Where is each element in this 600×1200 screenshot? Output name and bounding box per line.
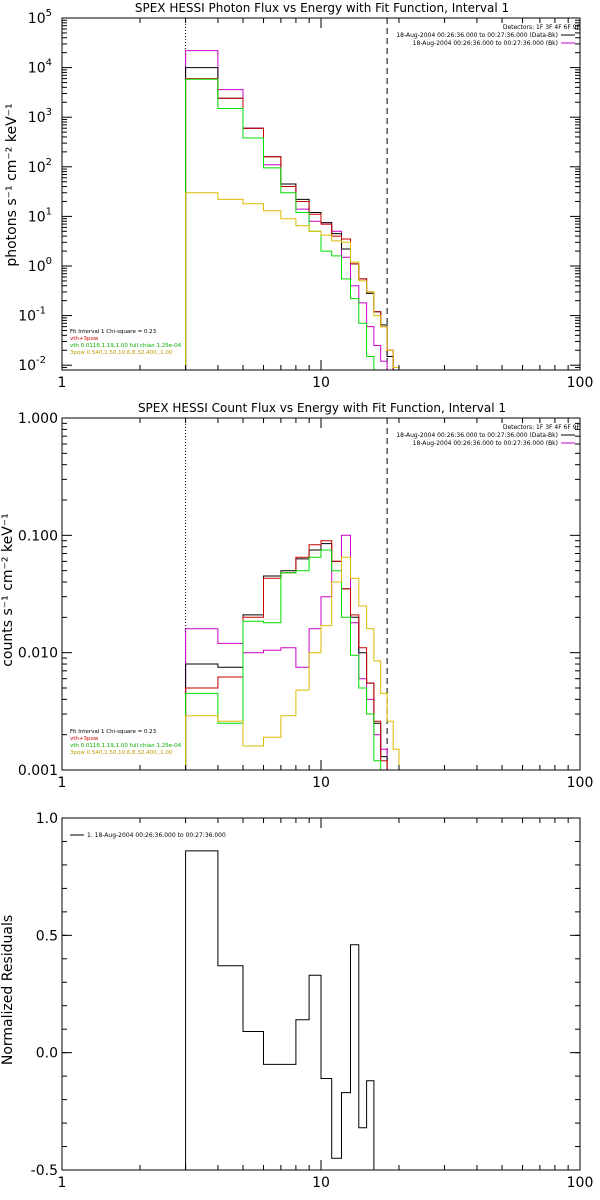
y-tick-label: 0.0 (36, 1046, 58, 1062)
fit-info-line: vth 0.0116,1.19,1.00 full chian 1.25e-04 (70, 343, 182, 349)
plot-area: 1 10 100 10-2 10-1 100 101 102 103 104 105 (18, 8, 593, 391)
data-bk-label: 18-Aug-2004 00:26:36.000 to 00:27:36.000… (396, 432, 558, 439)
fit-info-line: vth 0.0116,1.19,1.00 full chian 1.25e-04 (70, 743, 182, 749)
fit-info-line: vth+3pow (70, 336, 99, 342)
x-tick-label: 100 (567, 375, 594, 391)
series-line (185, 549, 388, 770)
photon-flux-panel: SPEX HESSI Photon Flux vs Energy with Fi… (4, 1, 593, 391)
y-axis-label: counts s⁻¹ cm⁻² keV⁻¹ (0, 513, 16, 667)
x-tick-label: 100 (567, 775, 594, 791)
y-tick-label: 104 (28, 58, 52, 77)
fit-info: Fit Interval 1 Chi-square = 0.23 vth+3po… (70, 729, 182, 756)
y-tick-label: 0.010 (18, 646, 58, 662)
plot-area: 1 10 100 -0.5 0.0 0.5 1.0 (31, 811, 594, 1191)
chart-title: SPEX HESSI Count Flux vs Energy with Fit… (138, 401, 506, 415)
chart-title: SPEX HESSI Photon Flux vs Energy with Fi… (135, 1, 509, 15)
series-line (185, 556, 405, 770)
count-flux-panel: SPEX HESSI Count Flux vs Energy with Fit… (0, 401, 593, 791)
fit-info-line: Fit Interval 1 Chi-square = 0.23 (70, 329, 157, 335)
y-tick-label: 102 (28, 157, 52, 176)
y-tick-label: 1.0 (36, 811, 58, 827)
y-tick-label: 105 (28, 8, 52, 27)
header-annotation: Detectors: 1F 3F 4F 6F 9F 18-Aug-2004 00… (396, 24, 580, 47)
header-annotation: Detectors: 1F 3F 4F 6F 9F 18-Aug-2004 00… (396, 424, 580, 447)
residuals-panel: Normalized Residuals 1 10 100 -0.5 0.0 0.5 1.0… (0, 811, 593, 1191)
series-group (185, 50, 400, 370)
y-tick-label: -0.5 (31, 1163, 58, 1179)
residuals-legend: 1. 18-Aug-2004 00:26:36.000 to 00:27:36.… (70, 832, 226, 839)
fit-info-line: 3pow 0.540,1.50,10.6,8.32,400.,1.00 (70, 350, 173, 356)
fit-info-line: vth+3pow (70, 736, 99, 742)
y-tick-label: 1.000 (18, 411, 58, 427)
bk-label: 18-Aug-2004 00:26:36.000 to 00:27:36.000… (413, 40, 558, 47)
fit-info-line: 3pow 0.540,1.50,10.6,8.32,400.,1.00 (70, 750, 173, 756)
x-tick-label: 10 (312, 1175, 330, 1191)
series-group (185, 534, 405, 770)
x-tick-label: 10 (312, 775, 330, 791)
y-tick-label: 0.100 (18, 528, 58, 544)
x-tick-label: 1 (58, 375, 67, 391)
x-tick-label: 100 (567, 1175, 594, 1191)
series-group (185, 850, 375, 1170)
y-tick-label: 100 (28, 256, 52, 275)
series-line (185, 850, 375, 1170)
x-tick-label: 10 (312, 375, 330, 391)
y-tick-label: 0.5 (36, 928, 58, 944)
fit-info-line: Fit Interval 1 Chi-square = 0.23 (70, 729, 157, 735)
y-tick-label: 10-1 (18, 306, 46, 325)
y-tick-label: 0.001 (18, 763, 58, 779)
data-bk-label: 18-Aug-2004 00:26:36.000 to 00:27:36.000… (396, 32, 558, 39)
detectors-label: Detectors: 1F 3F 4F 6F 9F (503, 424, 581, 431)
plot-area: 1 10 100 0.001 0.010 0.100 1.000 (18, 411, 593, 791)
y-tick-label: 103 (28, 107, 52, 126)
legend-label: 1. 18-Aug-2004 00:26:36.000 to 00:27:36.… (87, 832, 226, 839)
y-axis-label: photons s⁻¹ cm⁻² keV⁻¹ (4, 103, 20, 266)
series-line (185, 540, 394, 770)
x-tick-label: 1 (58, 775, 67, 791)
y-tick-label: 10-2 (18, 355, 46, 374)
bk-label: 18-Aug-2004 00:26:36.000 to 00:27:36.000… (413, 440, 558, 447)
detectors-label: Detectors: 1F 3F 4F 6F 9F (503, 24, 581, 31)
y-tick-label: 101 (28, 206, 52, 225)
series-line (185, 192, 400, 370)
x-tick-label: 1 (58, 1175, 67, 1191)
y-axis-label: Normalized Residuals (0, 915, 16, 1065)
fit-info: Fit Interval 1 Chi-square = 0.23 vth+3po… (70, 329, 182, 356)
